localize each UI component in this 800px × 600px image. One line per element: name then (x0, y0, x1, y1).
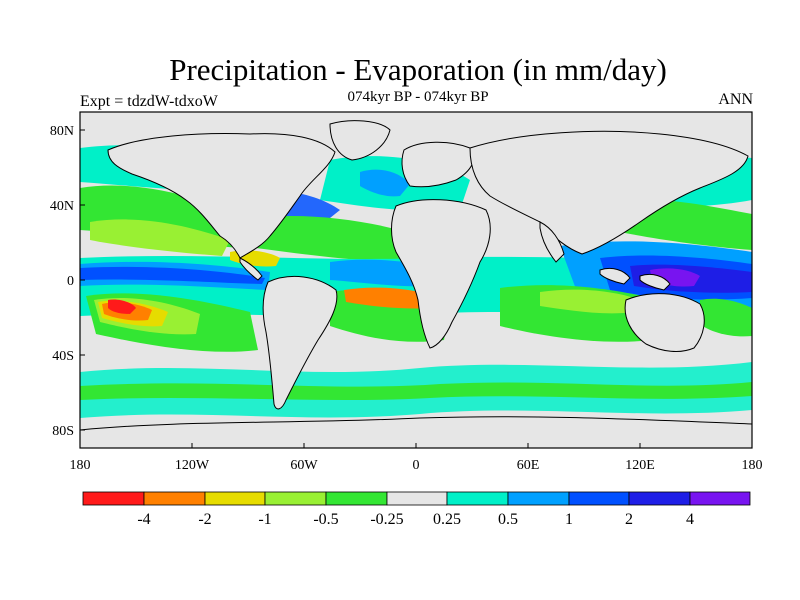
colorbar-box-4 (264, 491, 327, 506)
colorbar-box-7 (446, 491, 509, 506)
colorbar-label-6: 0.25 (433, 511, 461, 528)
experiment-label: Expt = tdzdW-tdxoW (80, 93, 218, 110)
colorbar-box-9 (568, 491, 630, 506)
pe-region-atlantic-green (240, 215, 420, 262)
colorbar-box-6 (386, 491, 448, 506)
colorbar: -4 -2 -1 -0.5 -0.25 0.25 0.5 1 2 4 (82, 491, 751, 528)
lon-labels: 180 120W 60W 0 60E 120E 180 (70, 458, 763, 473)
continent-antarctica (80, 416, 752, 448)
lat-labels: 80N 40N 0 40S 80S (50, 124, 74, 439)
map-subtitle: 074kyr BP - 074kyr BP (347, 89, 489, 105)
colorbar-label-10: 4 (686, 511, 694, 528)
lon-label-60w: 60W (290, 458, 318, 473)
pe-region-itcz-dark-blue (80, 266, 265, 284)
lat-label-40n: 40N (50, 199, 74, 214)
continent-central-america (239, 257, 263, 281)
lon-label-60e: 60E (517, 458, 540, 473)
colorbar-box-10 (628, 491, 691, 506)
lon-label-120e: 120E (625, 458, 655, 473)
continent-africa (391, 199, 491, 349)
continent-india (539, 221, 565, 263)
colorbar-box-1 (82, 491, 145, 506)
lat-label-0: 0 (67, 274, 74, 289)
colorbar-label-1: -4 (137, 511, 150, 528)
axis-ticks (79, 129, 753, 448)
colorbar-label-3: -1 (258, 511, 271, 528)
lon-label-0: 0 (413, 458, 420, 473)
pe-region-indian-ocean-lime (540, 289, 640, 314)
lat-label-80s: 80S (52, 424, 74, 439)
colorbar-label-8: 1 (565, 511, 573, 528)
pe-region-nw-atlantic-blue (360, 169, 410, 197)
colorbar-label-4: -0.5 (313, 511, 338, 528)
colorbar-label-5: -0.25 (370, 511, 403, 528)
pe-region-sw-pacific-green (700, 298, 752, 337)
continent-australia (624, 293, 705, 352)
colorbar-box-11 (689, 491, 751, 506)
continent-greenland (329, 120, 391, 161)
season-label: ANN (718, 91, 753, 108)
colorbar-label-7: 0.5 (498, 511, 518, 528)
pe-region-southern-ocean-green (80, 382, 752, 400)
lon-label-180e: 180 (742, 458, 763, 473)
continent-asia (469, 130, 749, 255)
pe-region-se-pacific-red (108, 299, 136, 314)
colorbar-label-9: 2 (625, 511, 633, 528)
colorbar-box-8 (507, 491, 570, 506)
continent-south-america (262, 276, 338, 410)
colorbar-label-2: -2 (198, 511, 211, 528)
colorbar-box-3 (204, 491, 266, 506)
lat-label-80n: 80N (50, 124, 74, 139)
lon-label-120w: 120W (175, 458, 210, 473)
colorbar-box-5 (325, 491, 388, 506)
lon-label-180w: 180 (70, 458, 91, 473)
continent-maritime-continent (599, 267, 671, 291)
lat-label-40s: 40S (52, 349, 74, 364)
map-title: Precipitation - Evaporation (in mm/day) (169, 52, 667, 87)
continent-europe (401, 141, 475, 188)
continent-north-america (107, 133, 336, 259)
pe-region-n-pacific-lime (90, 219, 230, 256)
coastlines (80, 120, 752, 448)
colorbar-box-2 (143, 491, 206, 506)
